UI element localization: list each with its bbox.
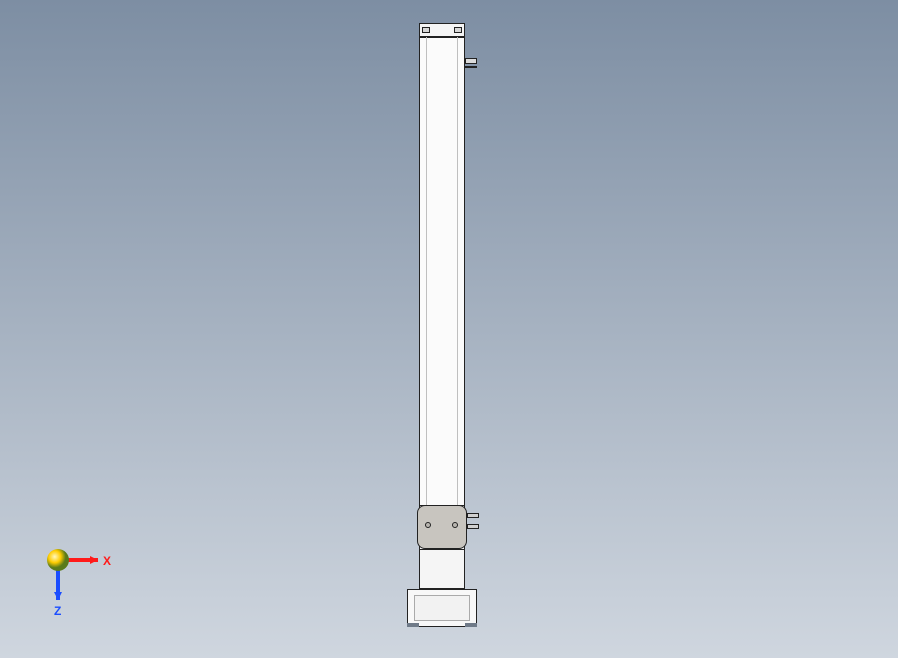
axis-origin (47, 549, 69, 571)
top-right-stub-line (465, 66, 477, 68)
ground-shadow-right (465, 623, 477, 627)
lower-block (419, 549, 465, 589)
carriage-hole-l (425, 522, 431, 528)
base-plate-inner (414, 595, 470, 621)
top-right-stub (465, 58, 477, 64)
carriage-top-line (419, 505, 465, 506)
top-cap-fastener-r (454, 27, 462, 33)
carriage-hole-r (452, 522, 458, 528)
axis-label-z: Z (54, 604, 61, 618)
carriage-right-port2 (467, 524, 479, 529)
top-cap-fastener-l (422, 27, 430, 33)
carriage-body (417, 505, 467, 549)
carriage-right-port1 (467, 513, 479, 518)
axis-triad[interactable]: XZ (58, 560, 138, 640)
axis-label-x: X (103, 554, 111, 568)
ground-shadow-left (407, 623, 419, 627)
cad-viewport[interactable]: XZ (0, 0, 898, 658)
